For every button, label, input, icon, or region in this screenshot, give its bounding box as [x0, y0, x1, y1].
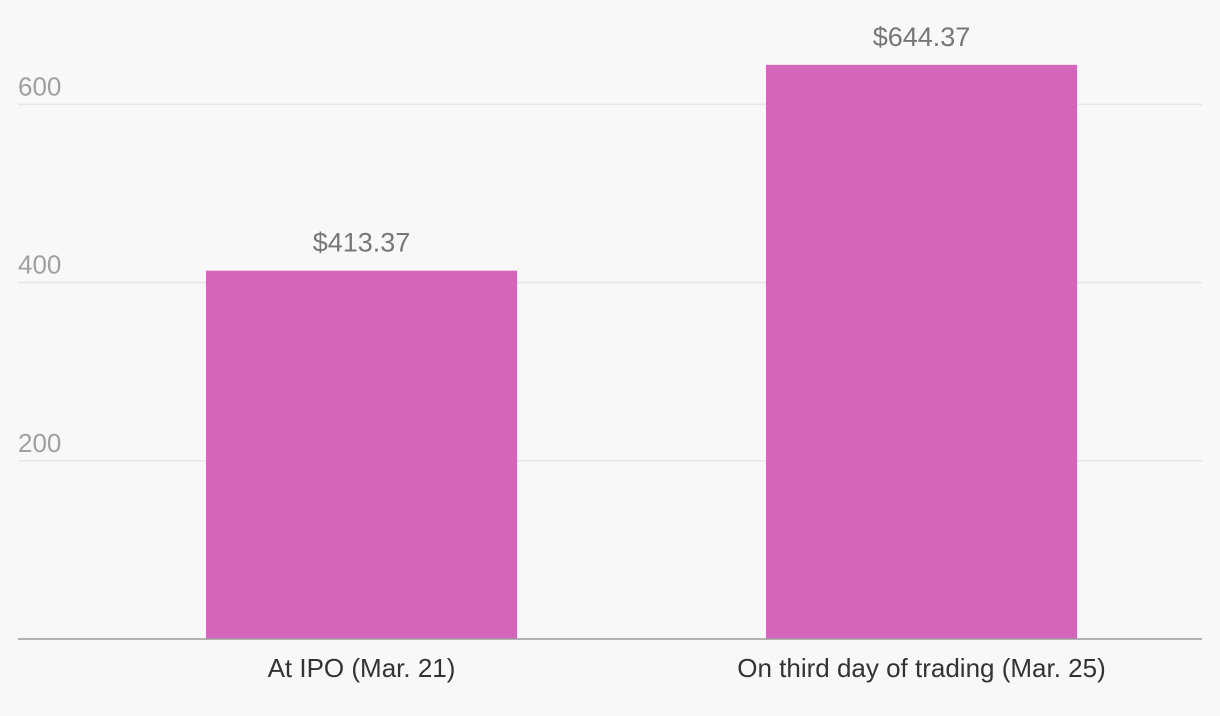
y-tick-label: 200	[18, 428, 61, 458]
chart-labels: 200 400 600 $413.37 At IPO (Mar. 21) $644.37 O…	[18, 22, 1106, 683]
x-category-label: At IPO (Mar. 21)	[268, 653, 456, 683]
y-tick-label: 400	[18, 250, 61, 280]
bar-1	[206, 270, 517, 639]
data-label: $413.37	[313, 228, 411, 258]
data-label: $644.37	[873, 22, 971, 52]
bars	[206, 64, 1077, 639]
x-category-label: On third day of trading (Mar. 25)	[737, 653, 1106, 683]
y-tick-label: 600	[18, 71, 61, 101]
bar-2	[766, 64, 1077, 639]
